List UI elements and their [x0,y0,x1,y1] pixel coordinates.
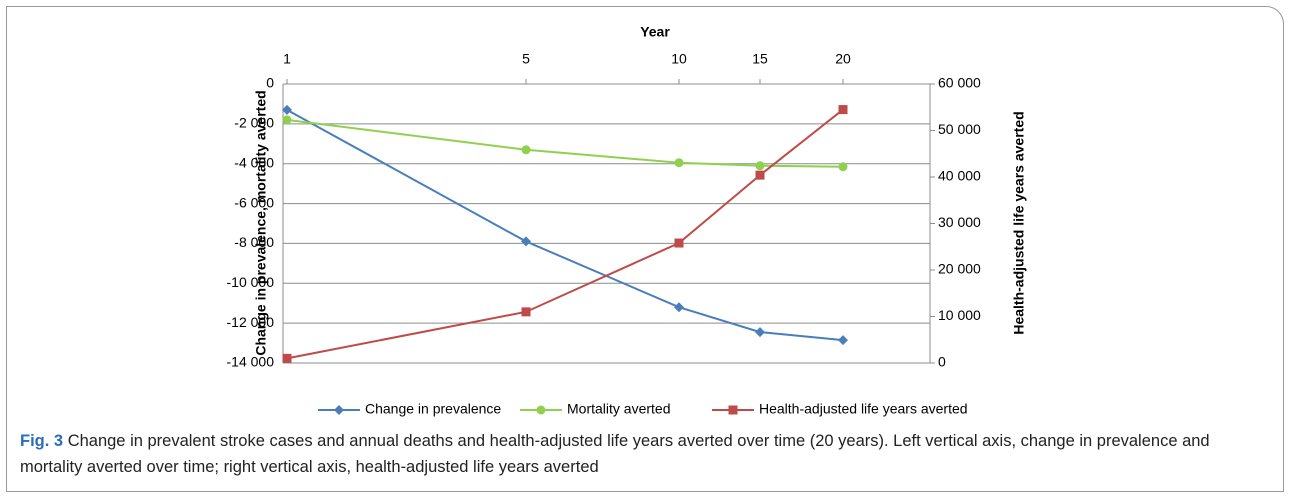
series-line [286,118,844,168]
y2-tick-label: 0 [938,354,946,370]
caption-text: Change in prevalent stroke cases and ann… [20,432,1210,476]
chart: Year Change in prevalence, mortality ave… [227,24,1027,417]
x-tick-label: 15 [752,51,768,67]
point [838,335,848,346]
y2-axis-title: Health-adjusted life years averted [1011,111,1027,334]
series-line [286,109,844,342]
y-axis-title: Change in prevalence, mortality averted [253,90,269,355]
y-tick-label: -12 000 [227,314,275,330]
y-tick-label: -4 000 [234,154,274,170]
y-tick-label: -10 000 [227,274,275,290]
x-tick-label: 10 [671,51,687,67]
point [521,236,531,247]
legend-label: Health-adjusted life years averted [759,401,968,417]
point [755,170,765,180]
point [521,307,531,317]
point [838,162,848,172]
point [755,327,765,338]
legend-marker [536,405,546,415]
legend-label: Change in prevalence [365,401,501,417]
point [521,145,531,155]
legend-label: Mortality averted [567,401,670,417]
x-tick-label: 1 [283,51,291,67]
y2-tick-label: 40 000 [938,168,981,184]
point [674,238,684,248]
x-tick-label: 5 [522,51,530,67]
legend-marker [728,405,738,415]
point [674,158,684,168]
y-tick-label: -2 000 [234,115,274,131]
legend-marker [334,405,344,415]
figure-frame [6,6,1284,492]
point [282,104,292,115]
y2-tick-label: 20 000 [938,261,981,277]
caption: Fig. 3 Change in prevalent stroke cases … [20,428,1270,480]
y-tick-label: 0 [266,75,274,91]
y-tick-label: -8 000 [234,234,274,250]
y-tick-label: -14 000 [227,354,275,370]
x-tick-label: 20 [835,51,851,67]
y-tick-label: -6 000 [234,194,274,210]
point [674,302,684,313]
y2-tick-label: 30 000 [938,214,981,230]
point [838,105,848,115]
x-axis-title: Year [640,24,670,40]
series-line [286,108,844,360]
point [755,161,765,171]
y2-tick-label: 60 000 [938,75,981,91]
y2-tick-label: 10 000 [938,307,981,323]
caption-label: Fig. 3 [20,432,64,450]
point [282,115,292,125]
point [282,353,292,363]
y2-tick-label: 50 000 [938,121,981,137]
